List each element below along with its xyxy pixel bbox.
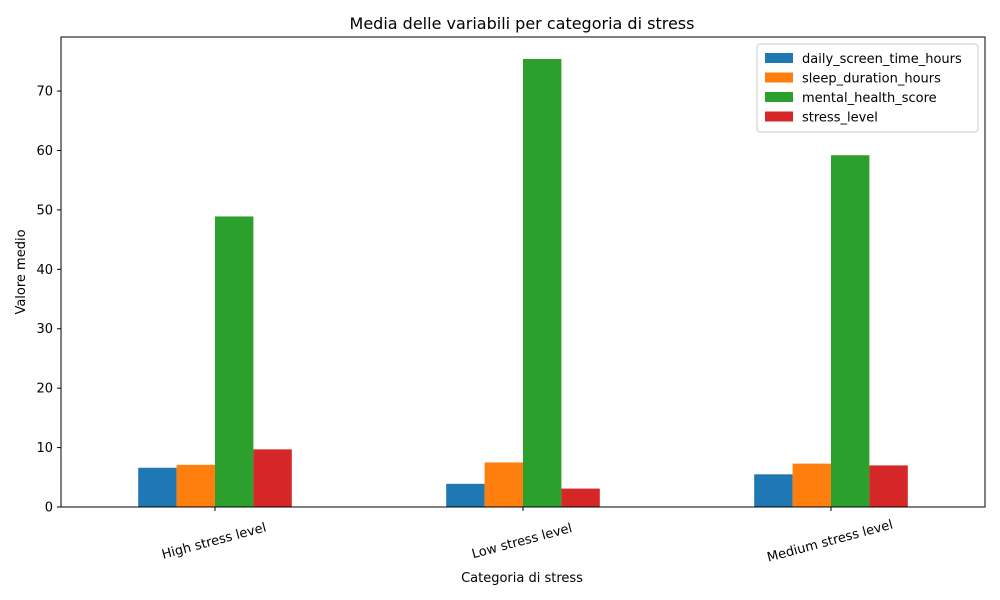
- bars-layer: [138, 58, 908, 508]
- plot-frame: [60, 36, 986, 508]
- bar-mental-health-score-2: [831, 155, 870, 508]
- bar-sleep-duration-hours-0: [176, 464, 215, 507]
- y-tick-label: 40: [36, 263, 53, 278]
- y-tick-label: 70: [36, 85, 53, 100]
- y-tick-label: 50: [36, 203, 53, 218]
- legend-swatch-daily-screen-time-hours: [765, 53, 793, 63]
- y-axis-label: Valore medio: [14, 229, 29, 314]
- legend: daily_screen_time_hours sleep_duration_ho…: [756, 43, 979, 133]
- legend-swatch-sleep-duration-hours: [765, 72, 793, 83]
- bar-daily-screen-time-hours-2: [754, 474, 793, 507]
- x-tick-label: High stress level: [160, 520, 268, 562]
- legend-label-mental-health-score: mental_health_score: [802, 91, 937, 106]
- bar-sleep-duration-hours-1: [484, 462, 523, 507]
- x-tick-label: Medium stress level: [766, 518, 895, 566]
- x-axis-ticks: High stress level Low stress level Medium …: [160, 507, 895, 566]
- bar-mental-health-score-1: [523, 58, 562, 507]
- bar-stress-level-0: [253, 449, 292, 507]
- bar-sleep-duration-hours-2: [792, 463, 831, 507]
- bar-mental-health-score-0: [215, 216, 254, 507]
- bar-daily-screen-time-hours-0: [138, 467, 177, 507]
- bar-stress-level-1: [561, 488, 600, 507]
- legend-label-daily-screen-time-hours: daily_screen_time_hours: [802, 52, 962, 67]
- legend-label-stress-level: stress_level: [802, 111, 878, 126]
- bar-daily-screen-time-hours-1: [446, 483, 485, 507]
- x-axis-label: Categoria di stress: [461, 571, 583, 586]
- legend-swatch-mental-health-score: [765, 92, 793, 102]
- legend-swatch-stress-level: [765, 111, 793, 122]
- bar-stress-level-2: [869, 465, 908, 507]
- y-axis-ticks: 0 10 20 30 40 50 60 70: [36, 85, 61, 516]
- legend-label-sleep-duration-hours: sleep_duration_hours: [802, 72, 941, 87]
- y-tick-label: 10: [36, 441, 53, 456]
- x-tick-label: Low stress level: [470, 521, 574, 562]
- y-tick-label: 30: [36, 322, 53, 337]
- y-tick-label: 20: [36, 382, 53, 397]
- legend-frame: [756, 43, 979, 133]
- y-tick-label: 0: [45, 501, 53, 516]
- y-tick-label: 60: [36, 144, 53, 159]
- chart-title: Media delle variabili per categoria di s…: [350, 14, 695, 33]
